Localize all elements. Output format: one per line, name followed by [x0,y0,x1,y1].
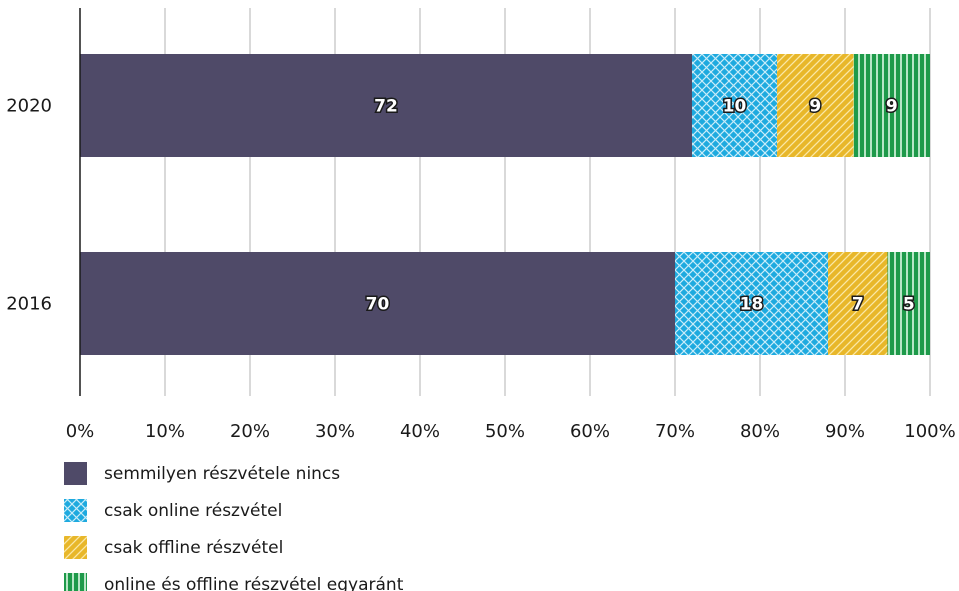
labels: 0% 10% 20% 30% 40% 50% 60% 70% 80% 90% 100% 2020 72 1… [6,95,956,442]
legend-label: semmilyen részvétele nincs [104,464,340,484]
bar-value-label: 72 [374,97,398,117]
bars [80,54,930,355]
legend: semmilyen részvétele nincs csak online ré… [64,462,404,591]
x-tick-label: 30% [315,421,355,442]
bar-segment [80,252,675,355]
bar-value-label: 7 [852,295,864,315]
legend-label: online és offline részvétel egyaránt [104,575,404,591]
bar-segment [828,252,888,355]
bar-segment [777,54,854,157]
x-tick-label: 40% [400,421,440,442]
x-tick-label: 100% [904,421,955,442]
x-tick-label: 90% [825,421,865,442]
legend-swatch [64,462,87,485]
x-tick-label: 0% [66,421,95,442]
x-tick-label: 50% [485,421,525,442]
x-tick-label: 80% [740,421,780,442]
bar-segment [675,252,828,355]
bar-segment [887,252,930,355]
bar-value-label: 5 [903,295,915,315]
bar-value-label: 10 [723,97,747,117]
legend-label: csak offline részvétel [104,538,283,558]
bar-value-label: 18 [740,295,764,315]
x-tick-label: 10% [145,421,185,442]
legend-label: csak online részvétel [104,501,282,521]
category-label: 2020 [6,96,52,117]
bar-segment [80,54,692,157]
x-tick-label: 60% [570,421,610,442]
bar-value-label: 9 [809,97,821,117]
legend-swatch [64,499,87,522]
bar-value-label: 9 [886,97,898,117]
x-tick-label: 20% [230,421,270,442]
bar-segment [692,54,777,157]
category-label: 2016 [6,294,52,315]
bar-segment [853,54,930,157]
legend-swatch [64,536,87,559]
legend-swatch [64,573,87,591]
x-tick-label: 70% [655,421,695,442]
bar-value-label: 70 [366,295,390,315]
